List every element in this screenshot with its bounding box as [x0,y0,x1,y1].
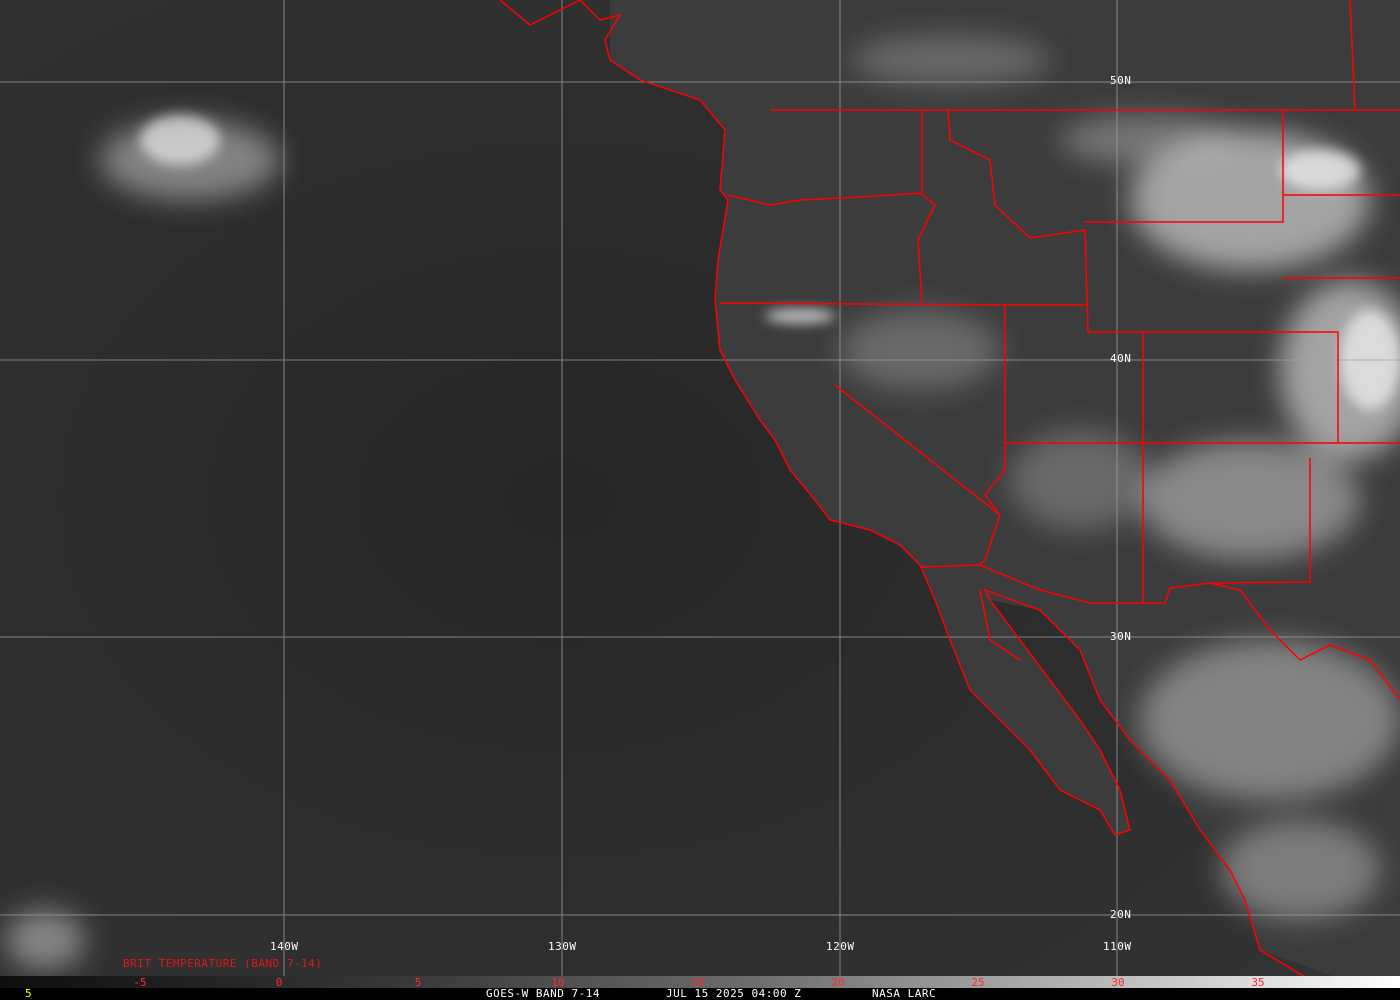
cloud-cover [5,35,1400,970]
state-line [834,384,1001,566]
legend-tick: -5 [133,976,147,989]
state-line [1085,110,1284,223]
legend-tick: 35 [1251,976,1265,989]
footer-source: NASA LARC [872,987,937,1000]
corner-value: 5 [25,987,33,1000]
lon-label-130w: 130W [548,940,577,953]
state-line [979,589,1021,661]
legend-tick: 25 [971,976,985,989]
legend-tick: 30 [1111,976,1125,989]
state-line [984,305,1006,516]
political-borders [499,0,1400,991]
state-line [947,109,1089,333]
state-line [1349,0,1356,111]
coastline [499,0,1361,991]
legend-tick: 15 [691,976,705,989]
legend-tick: 20 [831,976,845,989]
legend-tick: 10 [551,976,565,989]
lat-label-20n: 20N [1110,908,1132,921]
legend-title: BRIT TEMPERATURE (BAND 7-14) [123,957,323,970]
legend-tick: 5 [414,976,422,989]
state-line [1209,458,1311,584]
footer-bar: 5 GOES-W BAND 7-14 JUL 15 2025 04:00 Z N… [0,987,1400,1000]
state-line [727,192,936,303]
lat-label-50n: 50N [1110,74,1132,87]
lat-lon-grid [0,0,1400,976]
lat-label-30n: 30N [1110,630,1132,643]
lon-label-120w: 120W [826,940,855,953]
footer-datetime: JUL 15 2025 04:00 Z [666,987,802,1000]
state-line [1088,331,1339,443]
temperature-color-bar [0,976,1400,988]
legend-tick: 0 [275,976,283,989]
lon-label-140w: 140W [270,940,299,953]
lat-label-40n: 40N [1110,352,1132,365]
lon-label-110w: 110W [1103,940,1132,953]
footer-satellite-band: GOES-W BAND 7-14 [486,987,600,1000]
